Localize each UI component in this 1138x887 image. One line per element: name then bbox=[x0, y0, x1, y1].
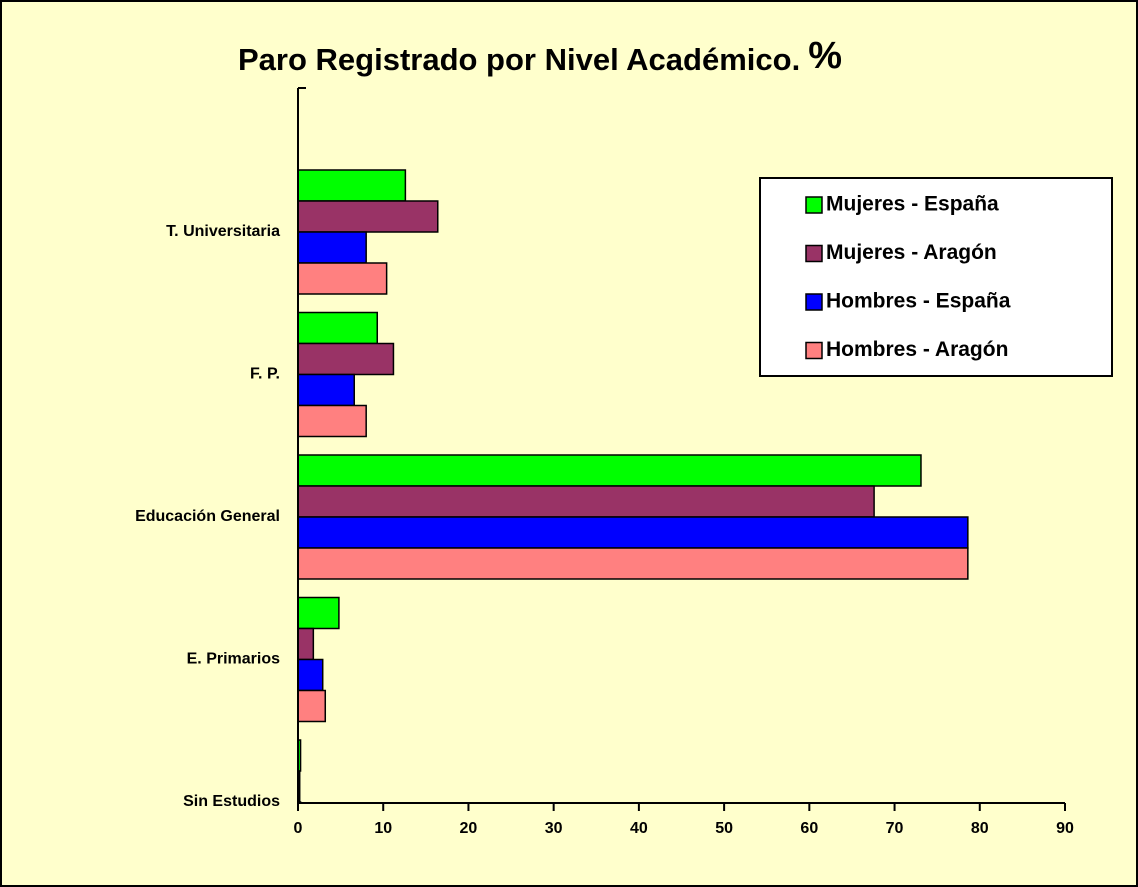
legend-label: Mujeres - Aragón bbox=[826, 241, 997, 264]
x-tick-label: 40 bbox=[630, 820, 648, 837]
legend-swatch bbox=[805, 341, 823, 360]
legend-label: Mujeres - España bbox=[826, 193, 999, 216]
chart-title: Paro Registrado por Nivel Académico.% bbox=[238, 35, 842, 77]
title-text: Paro Registrado por Nivel Académico. bbox=[238, 42, 800, 77]
bar bbox=[297, 485, 875, 518]
bar bbox=[297, 689, 327, 723]
x-tick-label: 90 bbox=[1056, 820, 1074, 837]
y-tick-label: Sin Estudios bbox=[183, 793, 280, 810]
bar bbox=[297, 454, 922, 487]
bar bbox=[297, 516, 969, 549]
x-tick-label: 50 bbox=[715, 820, 733, 837]
bar bbox=[297, 231, 367, 264]
legend-swatch bbox=[805, 196, 823, 214]
x-tick-label: 70 bbox=[886, 820, 904, 837]
bar bbox=[297, 547, 969, 580]
y-tick-label: Educación General bbox=[135, 508, 280, 525]
y-tick-label: T. Universitaria bbox=[166, 223, 280, 240]
title-unit: % bbox=[808, 35, 842, 77]
bar bbox=[297, 404, 367, 438]
x-tick-label: 0 bbox=[294, 820, 303, 837]
bar bbox=[297, 169, 407, 202]
y-tick-label: F. P. bbox=[250, 366, 280, 383]
y-tick-label: E. Primarios bbox=[187, 651, 280, 668]
x-tick-label: 30 bbox=[545, 820, 563, 837]
bar bbox=[297, 262, 388, 295]
x-tick-label: 80 bbox=[971, 820, 989, 837]
legend-label: Hombres - Aragón bbox=[826, 338, 1008, 361]
x-tick-label: 20 bbox=[460, 820, 478, 837]
legend-label: Hombres - España bbox=[826, 290, 1011, 313]
bar bbox=[297, 627, 315, 661]
x-tick-label: 10 bbox=[374, 820, 392, 837]
bar bbox=[297, 658, 324, 692]
legend-swatch bbox=[805, 293, 823, 311]
x-tick-label: 60 bbox=[800, 820, 818, 837]
bar bbox=[297, 311, 379, 345]
bar bbox=[297, 342, 395, 376]
legend-swatch bbox=[805, 244, 823, 263]
bar bbox=[297, 596, 340, 630]
bar bbox=[297, 200, 439, 233]
bar bbox=[297, 373, 355, 407]
